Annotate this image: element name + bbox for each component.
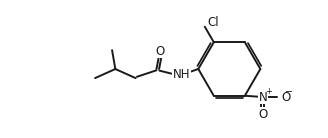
Text: Cl: Cl <box>207 16 219 29</box>
Text: O: O <box>258 108 267 121</box>
Text: N: N <box>258 91 267 104</box>
Text: NH: NH <box>173 68 190 81</box>
Text: O: O <box>156 45 165 58</box>
Text: −: − <box>284 87 293 97</box>
Text: O: O <box>281 91 291 104</box>
Text: +: + <box>266 87 273 96</box>
